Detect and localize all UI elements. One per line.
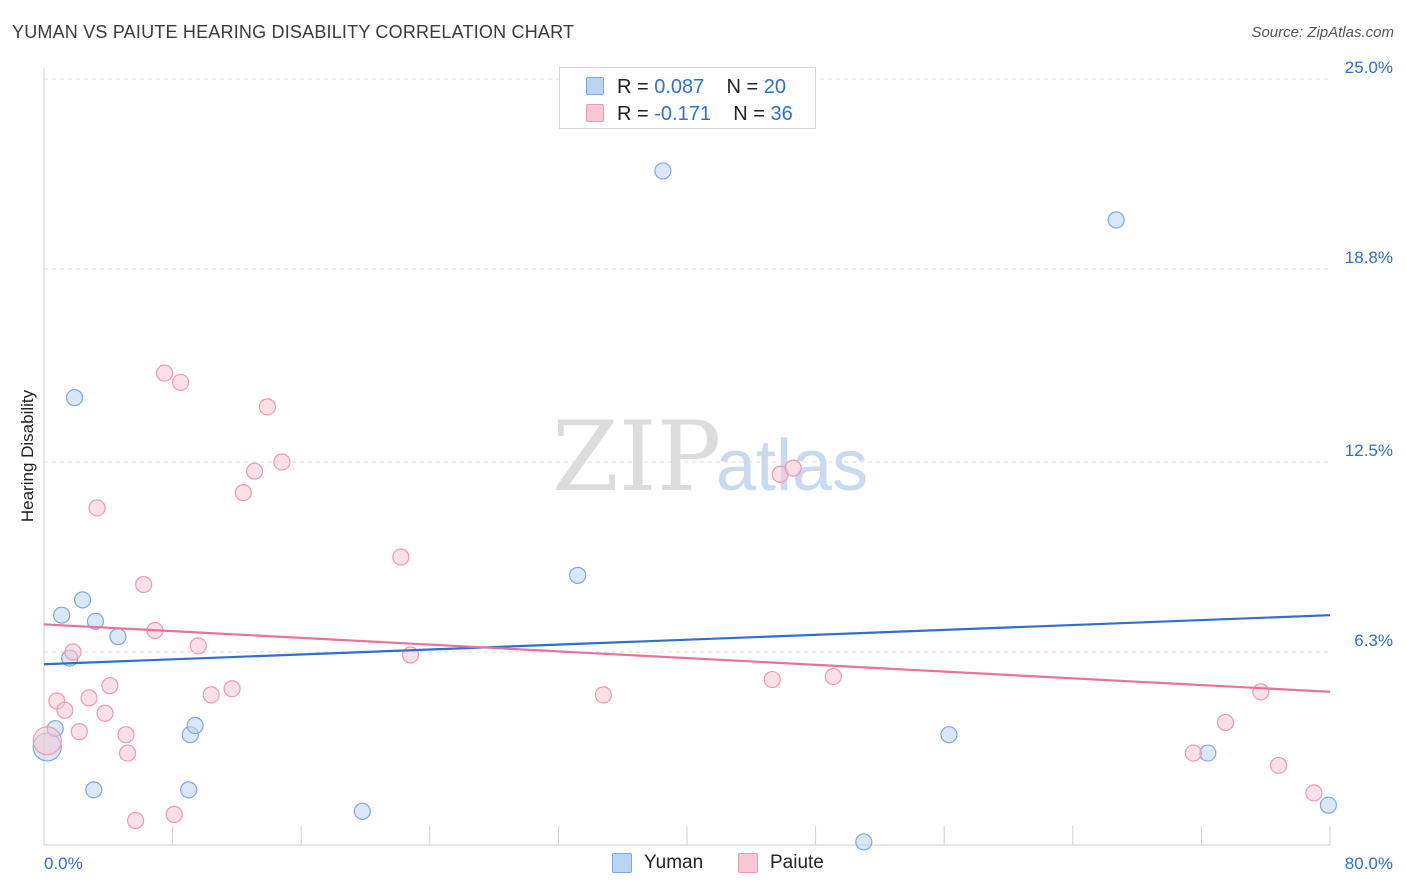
point-paiute: [784, 459, 802, 477]
point-paiute: [202, 686, 220, 704]
n-label: N =: [733, 102, 771, 125]
chart-title: YUMAN VS PAIUTE HEARING DISABILITY CORRE…: [12, 22, 575, 42]
legend-text-paiute: R = -0.171 N = 36: [617, 103, 793, 126]
point-yuman: [940, 726, 958, 744]
point-paiute: [392, 548, 410, 566]
point-yuman: [186, 716, 204, 735]
point-paiute: [245, 462, 264, 480]
r-label: R =: [617, 102, 655, 125]
point-yuman: [53, 606, 71, 624]
point-paiute: [1252, 683, 1270, 701]
point-paiute: [80, 689, 98, 707]
series-label-yuman: Yuman: [644, 852, 704, 873]
point-paiute: [1216, 713, 1235, 732]
series-label-paiute: Paiute: [770, 852, 824, 873]
point-paiute: [118, 744, 137, 762]
axes: [43, 68, 1331, 846]
point-paiute: [135, 575, 153, 594]
grid-lines: [44, 78, 1330, 653]
y-tick-label: 18.8%: [1345, 248, 1393, 267]
point-paiute: [1305, 784, 1323, 802]
point-paiute: [64, 643, 82, 661]
legend-swatch-paiute: [586, 104, 604, 122]
point-yuman: [1319, 796, 1337, 814]
point-paiute: [273, 453, 291, 471]
legend-text-yuman: R = 0.087 N = 20: [617, 76, 786, 99]
point-paiute: [1269, 756, 1288, 774]
n-value-paiute: 36: [770, 102, 793, 125]
r-label: R =: [617, 75, 655, 98]
series-swatch-paiute: [738, 853, 758, 873]
point-paiute: [223, 680, 241, 698]
series-swatch-yuman: [612, 853, 632, 873]
x-tick-label: 80.0%: [1345, 854, 1393, 873]
point-paiute: [127, 811, 145, 830]
point-yuman: [180, 781, 198, 799]
x-tick-label: 0.0%: [44, 854, 83, 873]
n-value-yuman: 20: [763, 75, 787, 98]
point-paiute: [56, 701, 74, 719]
point-paiute: [594, 686, 613, 704]
point-paiute: [155, 364, 174, 382]
point-yuman: [855, 833, 873, 851]
point-yuman: [654, 162, 672, 180]
point-yuman: [1107, 211, 1125, 229]
point-paiute: [165, 805, 183, 823]
point-yuman: [109, 628, 127, 646]
point-yuman: [353, 802, 371, 820]
watermark-zip: ZIP: [552, 401, 721, 513]
point-paiute: [96, 704, 114, 722]
source-note: Source: ZipAtlas.com: [1251, 24, 1394, 41]
trend-line-yuman: [43, 614, 1331, 666]
point-paiute: [32, 726, 62, 756]
point-paiute: [189, 637, 207, 655]
point-yuman: [1199, 744, 1217, 762]
y-tick-label: 25.0%: [1345, 58, 1393, 77]
n-label: N =: [726, 75, 764, 98]
point-paiute: [70, 723, 88, 741]
point-yuman: [85, 781, 103, 799]
legend-swatch-yuman: [586, 77, 604, 95]
y-tick-label: 6.3%: [1354, 631, 1393, 650]
data-points: [32, 162, 1337, 851]
point-paiute: [234, 484, 252, 502]
point-paiute: [258, 398, 277, 416]
point-paiute: [172, 373, 190, 391]
point-yuman: [86, 612, 105, 630]
watermark: ZIP atlas: [552, 401, 868, 513]
point-paiute: [1184, 744, 1202, 762]
trend-line-paiute: [43, 623, 1331, 693]
point-paiute: [101, 677, 119, 695]
y-tick-labels: 25.0% 18.8% 12.5% 6.3%: [1345, 58, 1393, 650]
point-paiute: [88, 499, 106, 517]
point-yuman: [65, 389, 84, 407]
r-value-yuman: 0.087: [654, 75, 705, 98]
point-yuman: [569, 566, 587, 584]
correlation-legend: R = 0.087 N = 20 R = -0.171 N = 36: [559, 67, 816, 129]
y-tick-label: 12.5%: [1345, 441, 1393, 460]
trend-lines: [43, 614, 1331, 693]
point-yuman: [73, 591, 92, 609]
r-value-paiute: -0.171: [654, 102, 711, 125]
point-paiute: [117, 726, 135, 744]
point-paiute: [824, 667, 842, 686]
point-paiute: [763, 670, 781, 689]
x-tick-labels: 0.0% 80.0%: [44, 854, 1393, 873]
